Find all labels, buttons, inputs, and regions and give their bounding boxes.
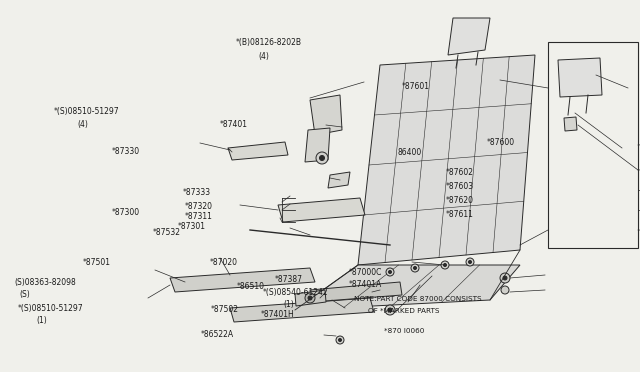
Circle shape (503, 276, 507, 280)
Polygon shape (295, 265, 520, 310)
Circle shape (388, 270, 392, 273)
Text: *87532: *87532 (153, 228, 181, 237)
Polygon shape (310, 282, 402, 302)
Text: *87311: *87311 (185, 212, 213, 221)
Circle shape (466, 258, 474, 266)
Text: *(B)08126-8202B: *(B)08126-8202B (236, 38, 302, 47)
Circle shape (339, 339, 342, 341)
Circle shape (501, 286, 509, 294)
Text: *87611: *87611 (446, 210, 474, 219)
Circle shape (319, 155, 324, 160)
Polygon shape (448, 18, 490, 55)
Circle shape (413, 266, 417, 269)
Circle shape (500, 273, 510, 283)
Circle shape (444, 263, 447, 266)
Polygon shape (564, 117, 577, 131)
Text: *87387: *87387 (275, 275, 303, 284)
Text: *87401: *87401 (220, 120, 248, 129)
Text: *87301: *87301 (178, 222, 206, 231)
Text: *86522A: *86522A (201, 330, 234, 339)
Text: *86510: *86510 (237, 282, 265, 291)
Circle shape (386, 268, 394, 276)
Text: *87603: *87603 (446, 182, 474, 191)
Text: (1): (1) (36, 316, 47, 325)
Polygon shape (230, 298, 374, 322)
Text: *87601: *87601 (402, 82, 430, 91)
Circle shape (336, 336, 344, 344)
Text: (4): (4) (77, 120, 88, 129)
Polygon shape (310, 95, 342, 135)
Text: *87620: *87620 (446, 196, 474, 205)
Text: *87401H: *87401H (261, 310, 295, 319)
Text: *(S)08510-51297: *(S)08510-51297 (18, 304, 84, 313)
Polygon shape (328, 172, 350, 188)
Circle shape (385, 305, 395, 315)
Text: *87020: *87020 (210, 258, 238, 267)
Text: *(S)08510-51297: *(S)08510-51297 (54, 107, 120, 116)
Text: (S): (S) (19, 290, 29, 299)
Circle shape (388, 308, 392, 312)
Polygon shape (305, 128, 330, 162)
Polygon shape (358, 55, 535, 265)
Text: *87501: *87501 (83, 258, 111, 267)
Text: (1): (1) (283, 300, 294, 309)
Polygon shape (278, 198, 365, 222)
Polygon shape (170, 268, 315, 292)
Circle shape (308, 296, 312, 300)
Text: 86400: 86400 (397, 148, 421, 157)
Text: *87600: *87600 (487, 138, 515, 147)
Text: *87602: *87602 (446, 168, 474, 177)
Text: *870 I0060: *870 I0060 (384, 328, 424, 334)
Text: (4): (4) (258, 52, 269, 61)
Circle shape (441, 261, 449, 269)
Polygon shape (295, 290, 326, 306)
Circle shape (468, 260, 472, 263)
Circle shape (411, 264, 419, 272)
Circle shape (305, 293, 315, 303)
Text: *(S)08540-61242: *(S)08540-61242 (263, 288, 328, 297)
Text: *87300: *87300 (112, 208, 140, 217)
Polygon shape (228, 142, 288, 160)
Text: *87000C: *87000C (349, 268, 382, 277)
Text: NOTE:PART CODE 87000 CONSISTS: NOTE:PART CODE 87000 CONSISTS (354, 296, 482, 302)
Text: *87320: *87320 (185, 202, 213, 211)
Text: *87401A: *87401A (349, 280, 382, 289)
Text: *87330: *87330 (112, 147, 140, 156)
Text: OF *MARKED PARTS: OF *MARKED PARTS (368, 308, 440, 314)
Text: *87333: *87333 (183, 188, 211, 197)
Text: *87502: *87502 (211, 305, 239, 314)
Circle shape (316, 152, 328, 164)
Text: (S)08363-82098: (S)08363-82098 (14, 278, 76, 287)
Polygon shape (558, 58, 602, 97)
